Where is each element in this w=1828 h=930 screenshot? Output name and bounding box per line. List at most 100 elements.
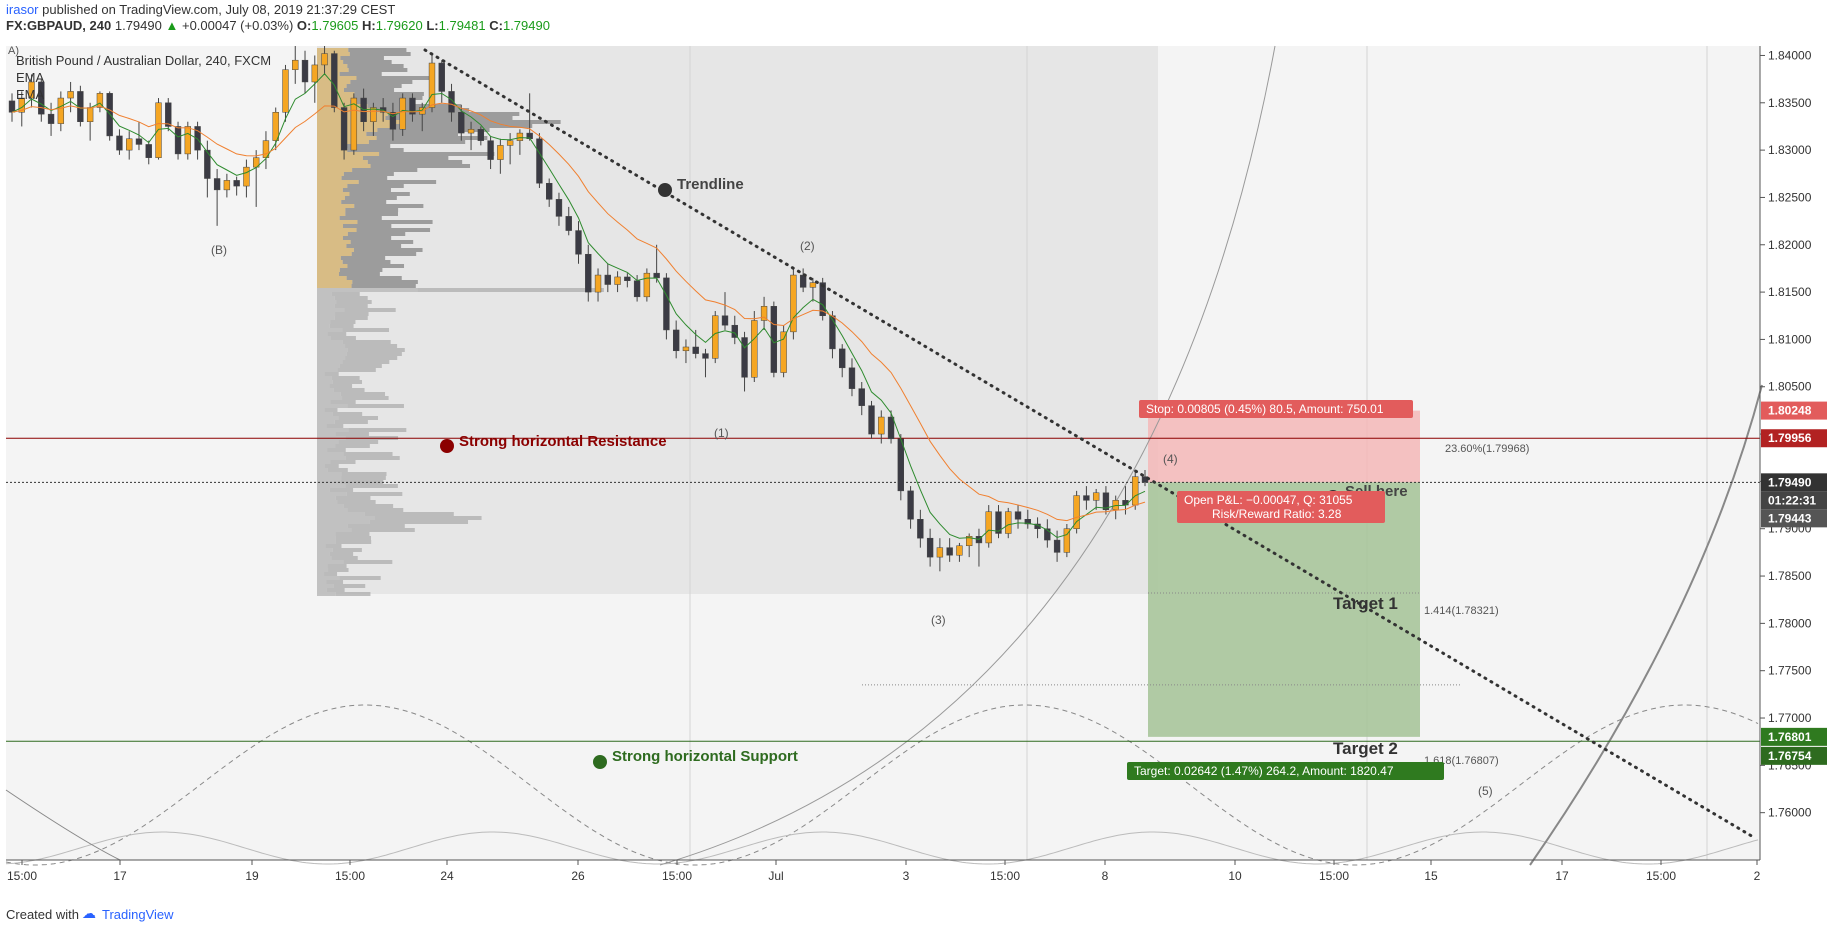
volume-bar-rest: [347, 524, 405, 528]
stop-zone: [1148, 410, 1420, 483]
time-tick-label: 8: [1102, 869, 1109, 883]
candle-body: [799, 274, 807, 288]
volume-bar-rest: [344, 308, 396, 312]
volume-bar-value: [317, 184, 348, 188]
candle-body: [663, 277, 670, 331]
candle-body: [223, 180, 231, 191]
ohlc-open: 1.79605: [311, 18, 359, 33]
change-up-icon: ▲: [165, 18, 179, 33]
volume-bar-value: [317, 580, 327, 584]
volume-bar-rest: [335, 592, 371, 596]
volume-bar-value: [317, 328, 343, 332]
volume-bar-value: [317, 260, 343, 264]
volume-bar-value: [317, 212, 346, 216]
volume-bar-rest: [341, 472, 387, 476]
candle-body: [614, 276, 621, 285]
candle-body: [887, 416, 895, 440]
candle-body: [213, 178, 221, 191]
volume-bar-rest: [332, 548, 362, 552]
ema-slow-line: [11, 102, 1146, 522]
volume-bar-rest: [343, 88, 395, 92]
candle-body: [165, 102, 172, 127]
volume-bar-value: [317, 276, 347, 280]
candle-body: [409, 97, 416, 115]
volume-bar-value: [317, 472, 342, 476]
time-tick-label: 24: [440, 869, 454, 883]
candle-body: [1044, 528, 1051, 541]
volume-bar-rest: [367, 160, 463, 164]
author-link[interactable]: irasor: [6, 2, 39, 17]
wave-5-label: (5): [1478, 784, 1493, 798]
volume-bar-value: [317, 204, 355, 208]
volume-bar-value: [317, 408, 325, 412]
wave-2-label: (2): [800, 239, 815, 253]
arc-left: [5, 789, 121, 861]
volume-bar-rest: [353, 248, 423, 252]
candle-body: [67, 91, 74, 99]
candle-body: [204, 149, 211, 179]
candle-body: [1063, 528, 1071, 553]
price-chart[interactable]: Trendline Strong horizontal Resistance Str…: [0, 0, 1828, 900]
volume-bar-value: [317, 508, 348, 512]
volume-bar-value: [317, 320, 331, 324]
price-label-box: [1761, 746, 1827, 765]
candle-body: [878, 416, 885, 435]
fib-236-label: 23.60%(1.79968): [1445, 443, 1529, 455]
volume-bar-rest: [349, 192, 410, 196]
volume-bar-value: [317, 192, 350, 196]
volume-bar-rest: [341, 176, 388, 180]
cycle-wave-dashed: [5, 704, 1759, 866]
candle-body: [497, 145, 504, 160]
volume-bar-rest: [339, 272, 380, 276]
time-tick-label: 15: [1424, 869, 1438, 883]
candle-body: [477, 129, 485, 141]
target-label-box: [1127, 762, 1444, 780]
time-tick-label: 17: [113, 869, 127, 883]
tradingview-logo-icon[interactable]: ☁: [82, 905, 96, 921]
candle-body: [760, 306, 768, 321]
volume-bar-rest: [326, 588, 345, 592]
candle-body: [233, 180, 240, 187]
candle-body: [897, 438, 904, 492]
volume-bar-rest: [339, 576, 381, 580]
candle-body: [292, 59, 299, 70]
volume-bar-value: [317, 308, 345, 312]
price-label-box: [1761, 473, 1827, 492]
volume-bar-rest: [339, 268, 383, 272]
candle-body: [1005, 511, 1012, 534]
price-tick-label: 1.83000: [1768, 143, 1812, 157]
support-marker-icon: [593, 755, 607, 769]
price-label-target: 1.76801: [1768, 730, 1812, 744]
volume-bar-rest: [332, 412, 363, 416]
price-label-ema: 1.79443: [1768, 511, 1812, 525]
symbol-label: FX:GBPAUD, 240: [6, 18, 112, 33]
candle-body: [995, 511, 1002, 534]
candle-body: [135, 138, 143, 145]
candle-body: [370, 107, 377, 122]
candle-body: [604, 274, 611, 285]
pane-marker: A): [8, 45, 19, 57]
time-tick-label: 17: [1555, 869, 1569, 883]
volume-bar-value: [317, 512, 365, 516]
resistance-marker-icon: [440, 439, 454, 453]
volume-bar-value: [317, 516, 375, 520]
volume-bar-value: [317, 236, 343, 240]
volume-bar-rest: [347, 348, 405, 352]
volume-bar-value: [317, 428, 349, 432]
trendline-marker-icon: [658, 183, 672, 197]
price-label-support: 1.76754: [1768, 749, 1812, 763]
created-with-text: Created with: [6, 907, 79, 922]
volume-bar-value: [317, 60, 344, 64]
volume-bar-value: [317, 144, 343, 148]
candle-body: [184, 126, 191, 155]
volume-bar-value: [317, 56, 341, 60]
tradingview-brand[interactable]: TradingView: [102, 907, 174, 922]
price-tick-label: 1.81500: [1768, 285, 1812, 299]
volume-bar-rest: [345, 212, 399, 216]
volume-bar-rest: [370, 164, 471, 168]
volume-bar-value: [317, 244, 347, 248]
ohlc-low: 1.79481: [438, 18, 486, 33]
volume-bar-value: [317, 572, 325, 576]
volume-bar-value: [317, 592, 336, 596]
price-tick-label: 1.80500: [1768, 380, 1812, 394]
